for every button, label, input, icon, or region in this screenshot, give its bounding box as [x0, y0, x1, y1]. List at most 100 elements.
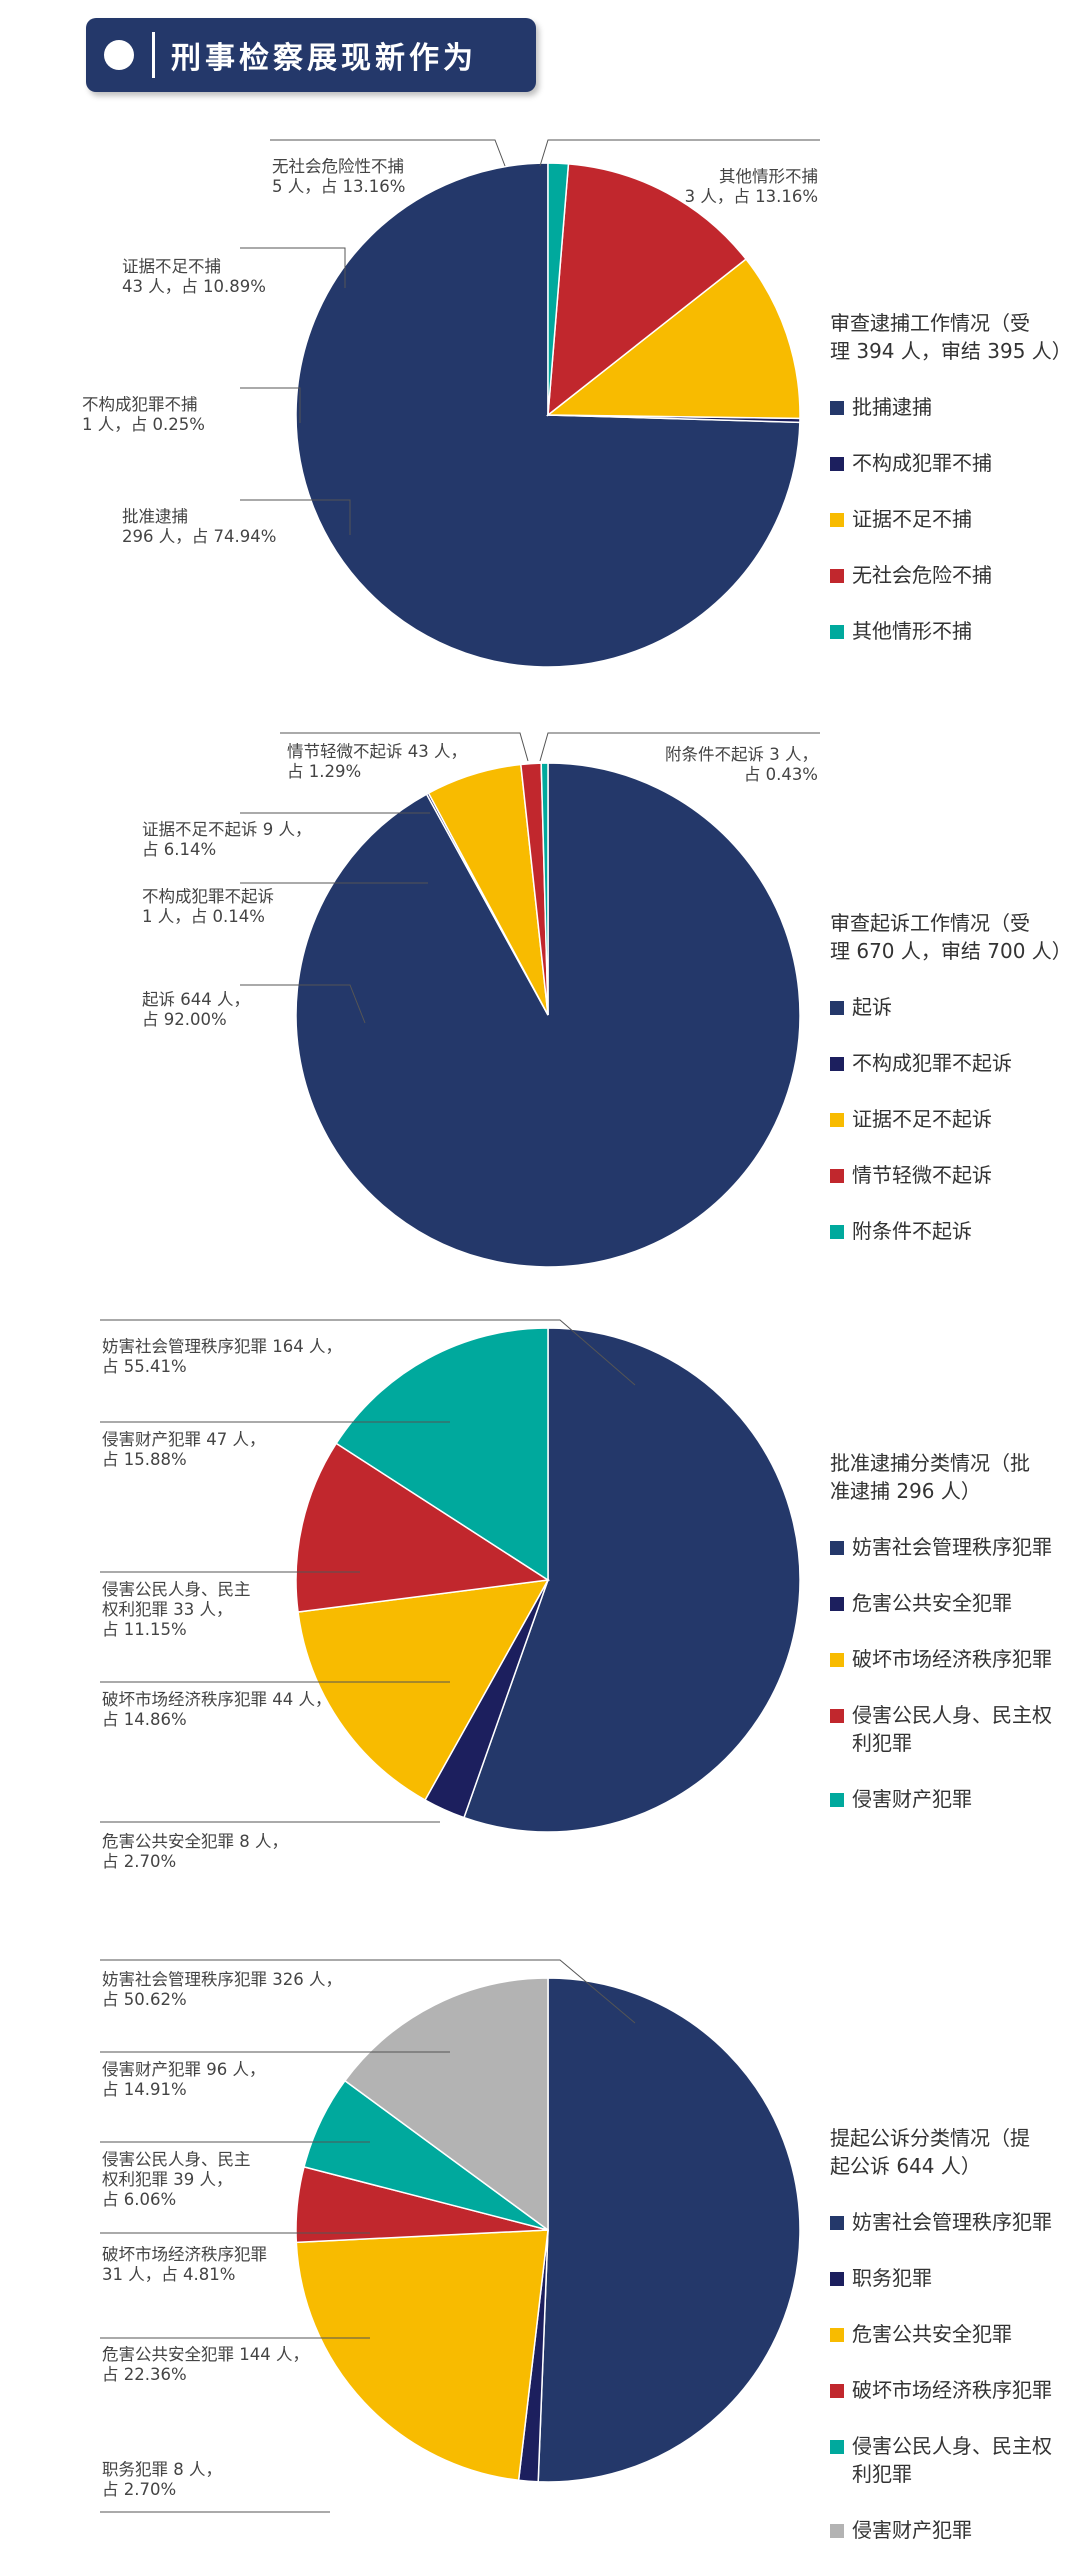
chart-legend: 审查起诉工作情况（受理 670 人，审结 700 人） 起诉不构成犯罪不起诉证据不… — [830, 911, 1072, 1243]
legend-item: 侵害财产犯罪 — [852, 1787, 972, 1811]
leader-line — [539, 139, 820, 167]
legend-swatch — [830, 625, 844, 639]
pie-slice — [335, 1327, 549, 1582]
legend-title: 审查起诉工作情况（受理 670 人，审结 700 人） — [830, 911, 1072, 963]
slice-label: 破坏市场经济秩序犯罪 44 人，占 14.86% — [102, 1690, 332, 1729]
pie-chart-prosecution-categories: 妨害社会管理秩序犯罪 326 人，占 50.62% 职务犯罪 8 人，占 2.70… — [100, 1959, 1052, 2542]
legend-title: 审查逮捕工作情况（受理 394 人，审结 395 人） — [830, 311, 1072, 363]
legend-item: 不构成犯罪不起诉 — [852, 1051, 1012, 1075]
pie-slice — [540, 762, 549, 1016]
legend-item: 其他情形不捕 — [852, 619, 972, 643]
legend-item: 附条件不起诉 — [852, 1219, 972, 1243]
pie-chart-prosecution-review: 起诉 644 人，占 92.00% 不构成犯罪不起诉 1 人，占 0.14% 证据不足… — [142, 732, 1072, 1268]
slice-label: 批准逮捕 296 人，占 74.94% — [122, 507, 276, 546]
legend-swatch — [830, 1541, 844, 1555]
leader-line — [100, 1319, 636, 1386]
slice-label: 起诉 644 人，占 92.00% — [142, 990, 250, 1029]
legend-swatch — [830, 1597, 844, 1611]
legend-item: 破坏市场经济秩序犯罪 — [852, 2378, 1052, 2402]
legend-item: 侵害财产犯罪 — [852, 2518, 972, 2542]
pie-slice — [545, 258, 801, 420]
circle-bullet-icon — [104, 40, 134, 70]
leader-line — [270, 139, 506, 167]
pie-slices — [295, 162, 801, 668]
legend-swatch — [830, 1793, 844, 1807]
legend-item: 起诉 — [852, 995, 892, 1019]
legend-swatch — [830, 457, 844, 471]
slice-label: 不构成犯罪不捕 1 人，占 0.25% — [82, 395, 205, 434]
legend-item: 不构成犯罪不捕 — [852, 451, 992, 475]
slice-label: 无社会危险性不捕 5 人，占 13.16% — [272, 157, 405, 196]
legend-swatch — [830, 569, 844, 583]
legend-swatch — [830, 2272, 844, 2286]
pie-slice — [547, 162, 570, 416]
pie-slice — [537, 1977, 801, 2483]
legend-item: 妨害社会管理秩序犯罪 — [852, 2210, 1052, 2234]
legend-item: 无社会危险不捕 — [852, 563, 992, 587]
legend-item: 侵害公民人身、民主权利犯罪 — [852, 2434, 1052, 2486]
legend-item: 批捕逮捕 — [852, 395, 932, 419]
legend-item: 证据不足不捕 — [852, 507, 972, 531]
leader-line — [240, 387, 301, 423]
legend-swatch — [830, 1113, 844, 1127]
pie-chart-arrest-categories: 妨害社会管理秩序犯罪 164 人，占 55.41% 危害公共安全犯罪 8 人，占 … — [100, 1319, 1052, 1871]
pie-slice — [295, 2229, 549, 2482]
slice-label: 情节轻微不起诉 43 人，占 1.29% — [287, 742, 467, 781]
slice-label: 侵害财产犯罪 96 人，占 14.91% — [102, 2060, 266, 2099]
legend-item: 职务犯罪 — [852, 2266, 932, 2290]
slice-label: 妨害社会管理秩序犯罪 326 人，占 50.62% — [102, 1970, 342, 2009]
leader-line — [240, 499, 351, 535]
pie-slice — [547, 163, 748, 417]
slice-label: 危害公共安全犯罪 8 人，占 2.70% — [102, 1832, 288, 1871]
legend-swatch — [830, 1001, 844, 1015]
slice-label: 附条件不起诉 3 人，占 0.43% — [665, 745, 818, 784]
section-title: 刑事检察展现新作为 — [171, 41, 477, 76]
slice-label: 证据不足不起诉 9 人，占 6.14% — [142, 820, 312, 859]
slice-label: 侵害公民人身、民主权利犯罪 33 人，占 11.15% — [102, 1580, 251, 1639]
pie-slices — [295, 1977, 801, 2483]
pie-slice — [295, 1442, 551, 1613]
leader-line — [280, 732, 529, 762]
pie-slice — [297, 1579, 550, 1802]
slice-label: 侵害公民人身、民主权利犯罪 39 人，占 6.06% — [102, 2150, 251, 2209]
legend-swatch — [830, 1653, 844, 1667]
chart-legend: 审查逮捕工作情况（受理 394 人，审结 395 人） 批捕逮捕不构成犯罪不捕证据… — [830, 311, 1072, 643]
legend-swatch — [830, 2440, 844, 2454]
slice-label: 证据不足不捕 43 人，占 10.89% — [122, 257, 266, 296]
slice-label: 妨害社会管理秩序犯罪 164 人，占 55.41% — [102, 1337, 342, 1376]
legend-swatch — [830, 513, 844, 527]
slice-label: 危害公共安全犯罪 144 人，占 22.36% — [102, 2345, 309, 2384]
legend-title: 批准逮捕分类情况（批准逮捕 296 人） — [830, 1451, 1030, 1503]
legend-swatch — [830, 1709, 844, 1723]
pie-slice — [343, 1977, 549, 2232]
pie-chart-arrest-review: 批准逮捕 296 人，占 74.94% 不构成犯罪不捕 1 人，占 0.25% 证据不足… — [82, 139, 1072, 668]
legend-swatch — [830, 2384, 844, 2398]
chart-legend: 批准逮捕分类情况（批准逮捕 296 人） 妨害社会管理秩序犯罪危害公共安全犯罪破坏… — [830, 1451, 1052, 1811]
legend-title: 提起公诉分类情况（提起公诉 644 人） — [830, 2126, 1030, 2178]
slice-label: 不构成犯罪不起诉 1 人，占 0.14% — [142, 887, 274, 926]
legend-swatch — [830, 1225, 844, 1239]
legend-swatch — [830, 1169, 844, 1183]
legend-item: 危害公共安全犯罪 — [852, 2322, 1012, 2346]
legend-item: 证据不足不起诉 — [852, 1107, 992, 1131]
legend-item: 危害公共安全犯罪 — [852, 1591, 1012, 1615]
legend-swatch — [830, 2524, 844, 2538]
leader-line — [240, 984, 366, 1024]
slice-label: 其他情形不捕 3 人，占 13.16% — [685, 167, 818, 206]
legend-swatch — [830, 1057, 844, 1071]
legend-swatch — [830, 2328, 844, 2342]
slice-label: 职务犯罪 8 人，占 2.70% — [102, 2460, 222, 2499]
chart-legend: 提起公诉分类情况（提起公诉 644 人） 妨害社会管理秩序犯罪职务犯罪危害公共安全… — [830, 2126, 1052, 2542]
legend-swatch — [830, 2216, 844, 2230]
slice-label: 侵害财产犯罪 47 人，占 15.88% — [102, 1430, 266, 1469]
leader-line — [539, 732, 820, 762]
pie-slices — [295, 1327, 801, 1833]
slice-label: 破坏市场经济秩序犯罪 31 人，占 4.81% — [102, 2245, 267, 2284]
legend-swatch — [830, 401, 844, 415]
legend-item: 妨害社会管理秩序犯罪 — [852, 1535, 1052, 1559]
pie-slices — [295, 762, 801, 1268]
legend-item: 破坏市场经济秩序犯罪 — [852, 1647, 1052, 1671]
pie-slice — [463, 1327, 801, 1833]
header-divider — [152, 32, 155, 78]
